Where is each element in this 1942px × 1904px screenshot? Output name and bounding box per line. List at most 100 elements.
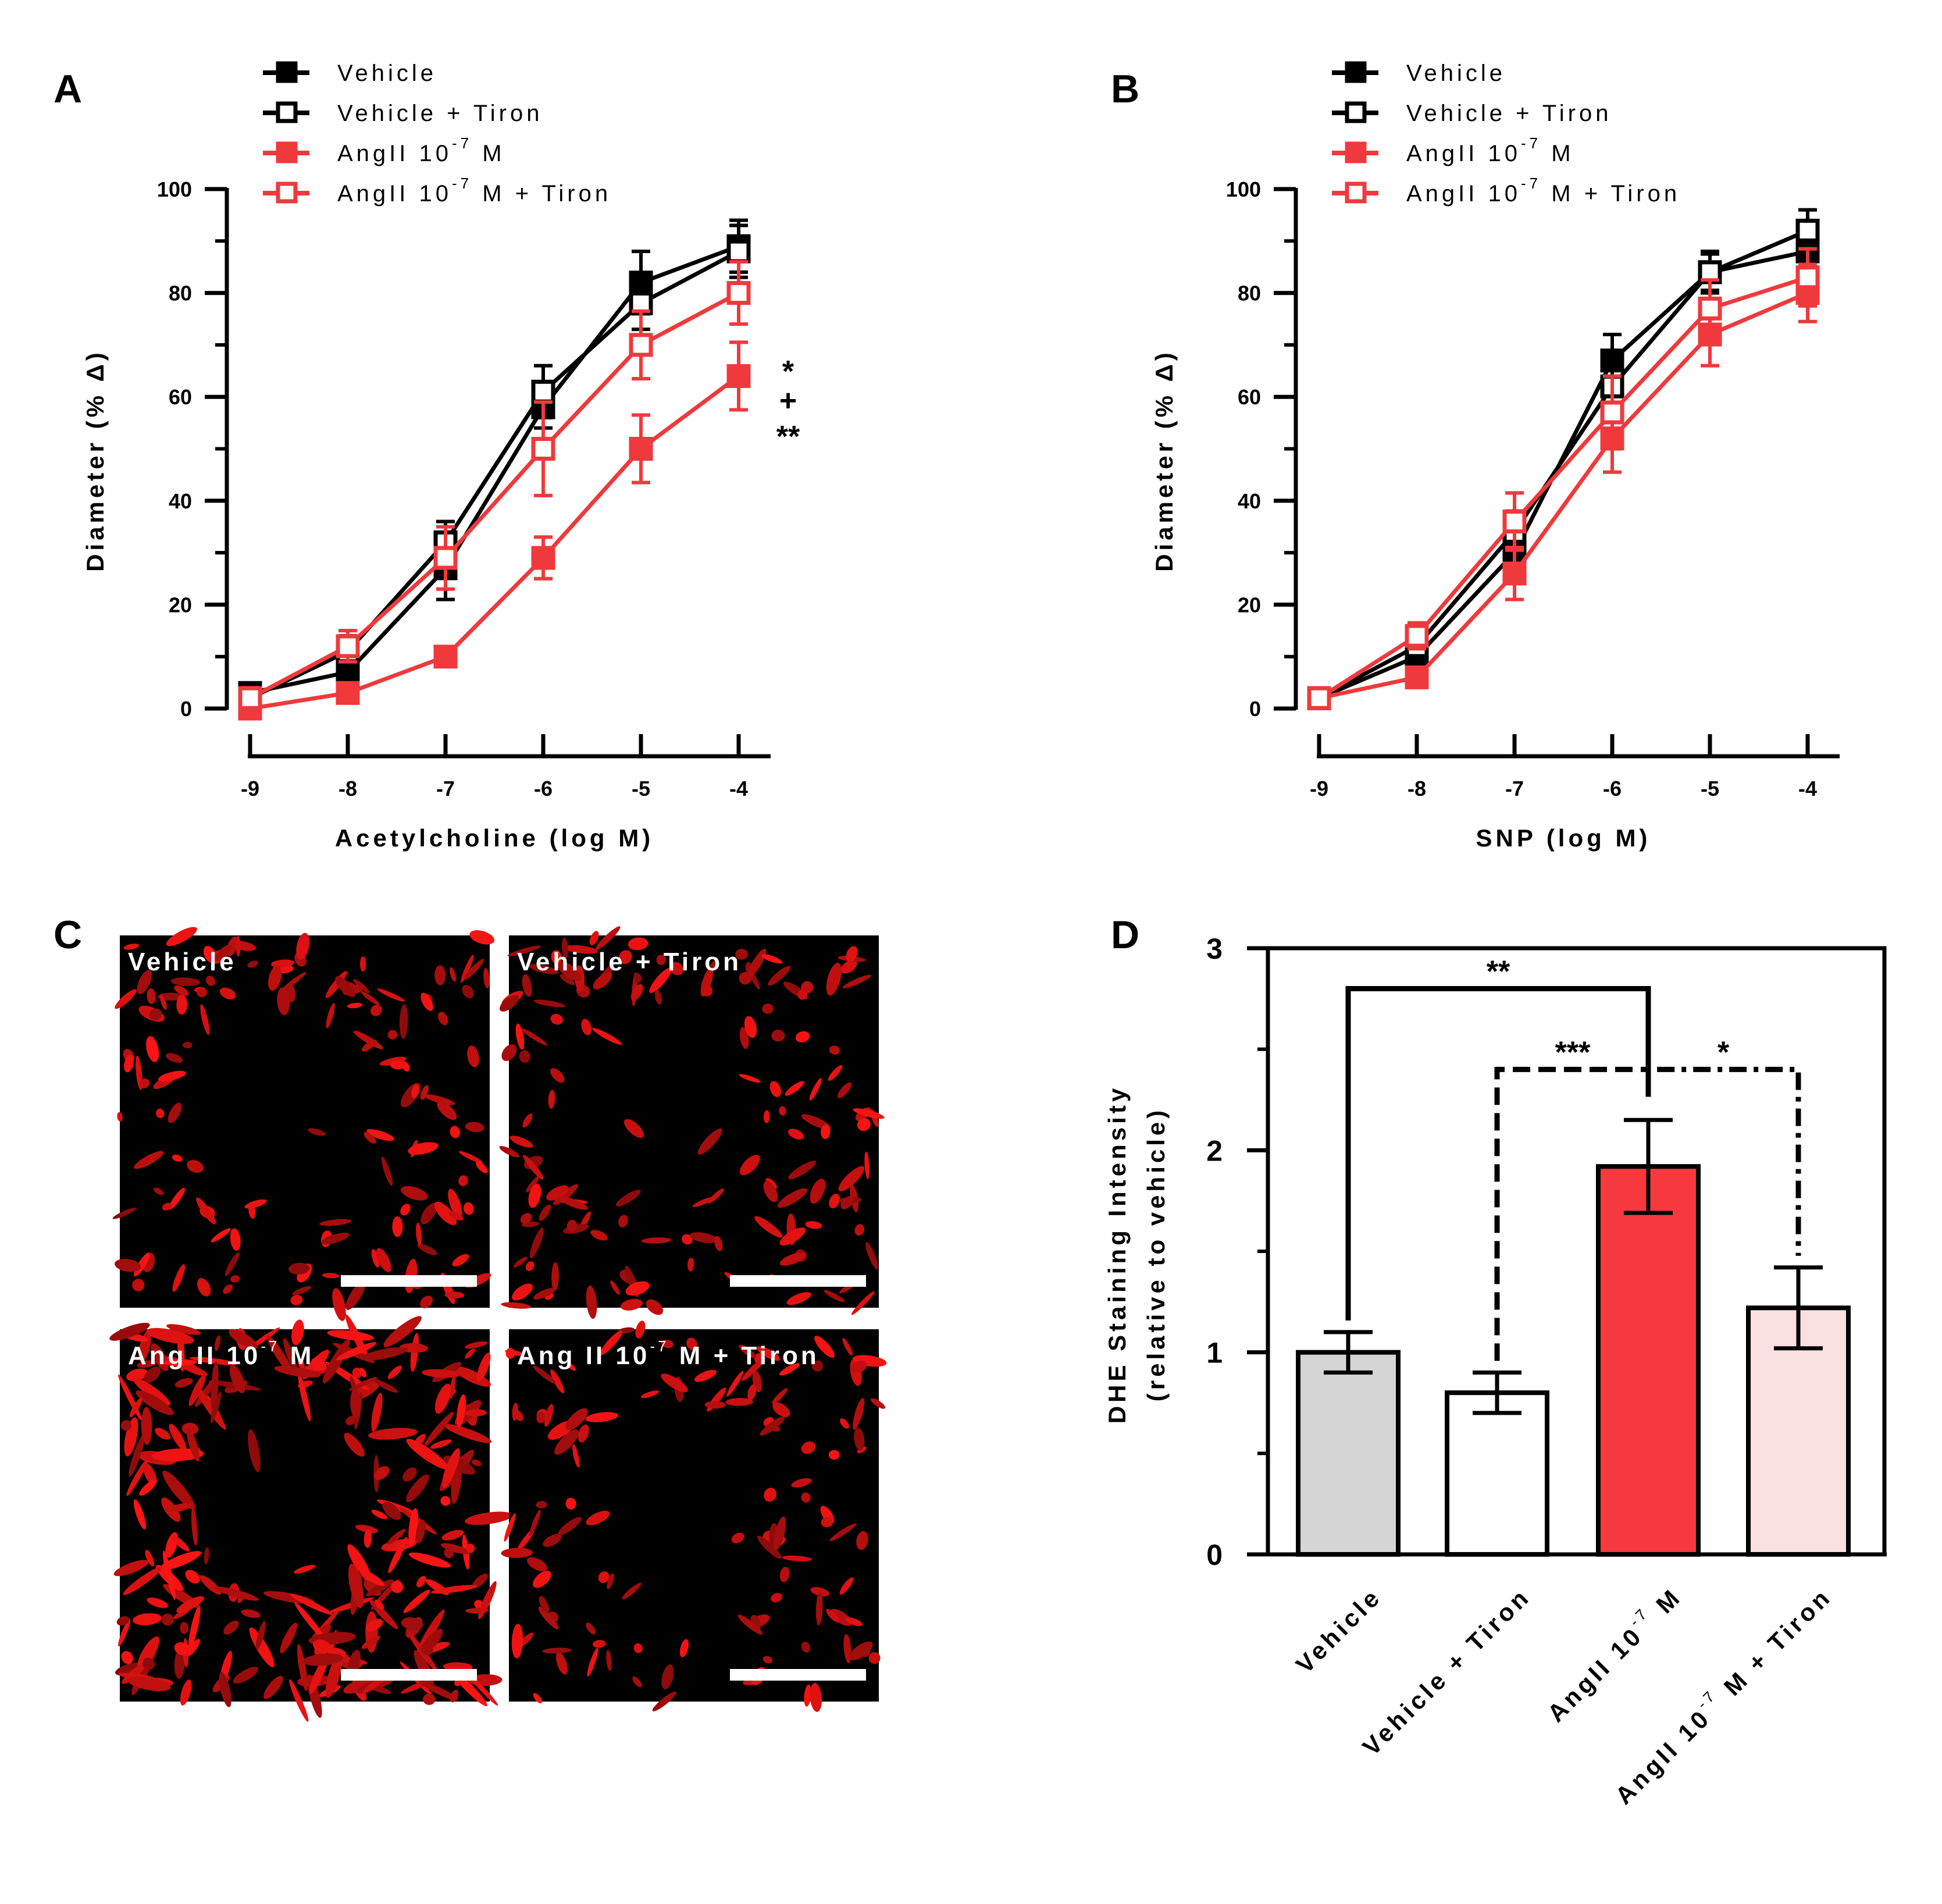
fluorescent-feature <box>141 1407 152 1445</box>
fluorescent-feature <box>327 1330 374 1341</box>
y-tick-label: 1 <box>1206 1337 1223 1369</box>
fluorescent-feature <box>166 1053 183 1063</box>
fluorescent-feature <box>379 1056 407 1066</box>
fluorescent-feature <box>206 976 216 986</box>
fluorescent-feature <box>589 931 599 945</box>
fluorescent-feature <box>434 1201 457 1226</box>
fluorescent-feature <box>350 1388 361 1419</box>
fluorescent-feature <box>567 1362 576 1371</box>
fluorescent-feature <box>169 1187 186 1210</box>
fluorescent-feature <box>291 1319 304 1346</box>
y-tick-label: 80 <box>169 282 192 305</box>
fluorescent-feature <box>390 1060 406 1070</box>
fluorescent-feature <box>461 955 474 983</box>
fluorescent-feature <box>361 1347 408 1361</box>
micrograph-label: Vehicle + Tiron <box>517 948 742 976</box>
legend-label-sup: -7 <box>452 134 472 152</box>
fluorescent-feature <box>440 1543 471 1554</box>
panel-label-a: A <box>54 67 82 111</box>
fluorescent-feature <box>365 1618 383 1632</box>
fluorescent-feature <box>542 1647 572 1654</box>
fluorescent-feature <box>120 1420 131 1431</box>
fluorescent-feature <box>853 1397 865 1430</box>
x-category-label: AngII 10-7 M <box>1539 1579 1687 1727</box>
fluorescent-feature <box>840 1195 854 1209</box>
fluorescent-feature <box>846 946 858 962</box>
fluorescent-feature <box>408 1142 439 1155</box>
fluorescent-feature <box>854 1224 865 1236</box>
fluorescent-feature <box>364 1131 376 1144</box>
fluorescent-feature <box>123 944 140 950</box>
fluorescent-feature <box>149 1008 162 1021</box>
fluorescent-feature <box>522 974 532 997</box>
fluorescent-feature <box>188 1605 201 1650</box>
fluorescent-feature <box>154 1187 164 1195</box>
fluorescent-feature <box>463 1202 474 1215</box>
scale-bar <box>730 1275 866 1287</box>
fluorescent-feature <box>522 1113 533 1128</box>
fluorescent-feature <box>302 1653 344 1666</box>
micrograph-label: Ang II 10-7 M + Tiron <box>517 1337 819 1370</box>
fluorescent-feature <box>536 1501 547 1509</box>
fluorescent-feature <box>159 1551 202 1571</box>
legend-marker <box>1345 61 1367 83</box>
fluorescent-feature <box>829 1045 840 1055</box>
fluorescent-feature <box>507 945 541 957</box>
x-tick-label: -7 <box>1505 777 1524 800</box>
fluorescent-feature <box>180 1679 192 1706</box>
fluorescent-feature <box>156 1108 165 1119</box>
data-point <box>238 686 262 710</box>
fluorescent-feature <box>274 1366 321 1378</box>
fluorescent-feature <box>392 1216 403 1237</box>
fluorescent-feature <box>280 971 307 992</box>
series-line <box>1318 275 1809 700</box>
data-point <box>1795 265 1820 290</box>
fluorescent-feature <box>290 1593 333 1615</box>
fluorescent-feature <box>779 1252 806 1266</box>
fluorescent-feature <box>332 1288 346 1321</box>
fluorescent-feature <box>797 990 808 1000</box>
legend-label-main: Vehicle + Tiron <box>337 101 543 126</box>
fluorescent-feature <box>504 1513 516 1542</box>
x-tick-label: -8 <box>338 777 357 800</box>
fluorescent-feature <box>109 1322 150 1341</box>
fluorescent-feature <box>406 1439 449 1470</box>
fluorescent-feature <box>458 1151 483 1163</box>
legend-label-main: Vehicle <box>1406 60 1506 86</box>
bar <box>1445 1390 1549 1557</box>
x-category-label-main: AngII 10 <box>1610 1703 1716 1810</box>
legend-label: Vehicle <box>1406 60 1506 86</box>
fluorescent-feature <box>448 1188 462 1219</box>
y-tick-label: 20 <box>169 593 192 617</box>
fluorescent-feature <box>360 956 366 972</box>
series-1 <box>238 223 751 710</box>
fluorescent-feature <box>434 965 446 985</box>
fluorescent-feature <box>416 1222 422 1245</box>
y-tick-label: 0 <box>1206 1539 1223 1571</box>
fluorescent-feature <box>421 1369 461 1378</box>
fluorescent-feature <box>523 1155 544 1180</box>
fluorescent-feature <box>731 1532 744 1543</box>
fluorescent-feature <box>229 1365 245 1393</box>
fluorescent-feature <box>533 999 565 1008</box>
fluorescent-feature <box>682 1234 693 1245</box>
fluorescent-feature <box>288 1262 310 1275</box>
fluorescent-feature <box>805 1221 822 1229</box>
fluorescent-feature <box>656 955 666 965</box>
fluorescent-feature <box>117 1619 131 1647</box>
fluorescent-feature <box>795 1031 810 1042</box>
fluorescent-feature <box>849 1641 873 1660</box>
series-1 <box>1307 208 1820 710</box>
fluorescent-feature <box>641 1237 672 1244</box>
data-point <box>1307 686 1331 710</box>
fluorescent-feature <box>117 1112 123 1122</box>
fluorescent-feature <box>440 1496 451 1506</box>
fluorescent-feature <box>652 1691 676 1711</box>
fluorescent-feature <box>364 1529 372 1548</box>
legend-label-main: AngII 10 <box>1406 181 1521 207</box>
fluorescent-feature <box>446 1103 452 1114</box>
fluorescent-feature <box>353 1030 384 1049</box>
x-category-label-main: AngII 10 <box>1542 1621 1648 1727</box>
fluorescent-feature <box>359 1569 385 1586</box>
